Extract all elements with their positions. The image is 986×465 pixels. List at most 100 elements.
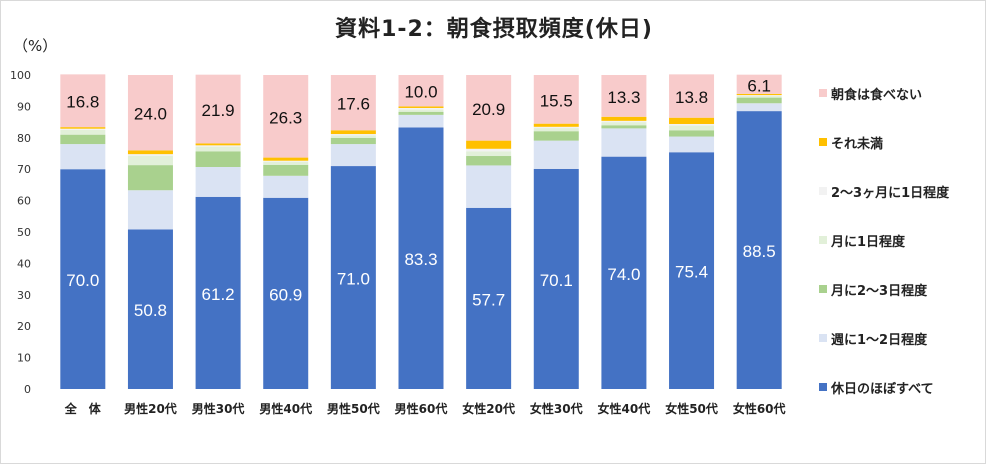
legend-label: 月に1日程度 xyxy=(831,234,906,250)
bar-segment xyxy=(330,166,376,389)
bar-segment xyxy=(601,156,647,389)
bar-segment xyxy=(263,175,309,198)
bar-segment xyxy=(736,93,782,96)
data-label: 60.9 xyxy=(269,285,302,304)
legend-swatch xyxy=(819,383,827,391)
bar-segment xyxy=(60,128,106,130)
category-label: 女性60代 xyxy=(733,401,786,416)
bar-segment xyxy=(60,134,106,145)
y-axis-unit-label: （%） xyxy=(13,37,58,55)
bar-segment xyxy=(669,125,715,131)
legend-label: 2～3ヶ月に1日程度 xyxy=(831,185,950,201)
bar-segment xyxy=(533,140,579,169)
bar-segment xyxy=(601,120,647,123)
bar-segment xyxy=(398,109,444,112)
legend-item: 月に1日程度 xyxy=(819,230,905,250)
category-label: 男性50代 xyxy=(327,401,380,416)
bar-segment xyxy=(601,75,647,117)
data-label: 16.8 xyxy=(66,93,99,112)
y-tick-label: 40 xyxy=(17,257,31,270)
bar-segment xyxy=(398,75,444,107)
data-label: 10.0 xyxy=(404,83,437,102)
legend-label: 月に2～3日程度 xyxy=(831,283,928,299)
bar-segment xyxy=(263,164,309,176)
data-label: 71.0 xyxy=(337,270,370,289)
data-label: 75.4 xyxy=(675,263,708,282)
data-label: 70.0 xyxy=(66,271,99,290)
bar-segment xyxy=(127,75,173,151)
data-label: 20.9 xyxy=(472,100,505,119)
bar-segment xyxy=(195,143,241,146)
bar-segment xyxy=(533,128,579,132)
bar-segment xyxy=(263,160,309,162)
legend-swatch xyxy=(819,236,827,244)
bar-segment xyxy=(466,165,512,208)
legend-item: 月に2～3日程度 xyxy=(819,279,927,299)
y-tick-label: 60 xyxy=(17,195,31,208)
data-label: 26.3 xyxy=(269,108,302,127)
legend-item: 週に1～2日程度 xyxy=(819,328,927,348)
bar-segment xyxy=(195,167,241,197)
bar-segment xyxy=(736,74,782,94)
bar-segment xyxy=(736,103,782,112)
bar-segment xyxy=(330,130,376,135)
bar-segment xyxy=(60,74,106,128)
bar-segment xyxy=(669,152,715,389)
y-tick-label: 0 xyxy=(24,383,31,396)
data-label: 61.2 xyxy=(202,285,235,304)
bar-segment xyxy=(466,148,512,152)
bar-segment xyxy=(533,123,579,127)
bar-segment xyxy=(398,111,444,115)
data-label: 74.0 xyxy=(607,265,640,284)
bar-segment xyxy=(127,154,173,156)
bar-segment xyxy=(330,134,376,136)
bar-segment xyxy=(736,95,782,97)
bar-segment xyxy=(127,165,173,191)
bar-segment xyxy=(398,127,444,390)
data-label: 13.3 xyxy=(607,88,640,107)
legend-item: 休日のほぼすべて xyxy=(819,377,934,397)
bar-segment xyxy=(669,74,715,118)
legend-item: それ未満 xyxy=(819,132,883,152)
bar-segment xyxy=(60,169,106,389)
category-label: 女性50代 xyxy=(665,401,718,416)
bar-segment xyxy=(533,75,579,124)
category-label: 男性30代 xyxy=(192,401,245,416)
bar-segment xyxy=(60,127,106,129)
legend-label: 週に1～2日程度 xyxy=(831,332,928,348)
bar-segment xyxy=(60,144,106,170)
bar-segment xyxy=(127,229,173,389)
bar-segment xyxy=(127,150,173,155)
bar-segment xyxy=(195,146,241,152)
y-tick-label: 100 xyxy=(10,69,31,82)
bar-segment xyxy=(736,96,782,98)
data-label: 83.3 xyxy=(404,250,437,269)
bar-segment xyxy=(330,144,376,167)
chart-title: 資料1-2：朝食摂取頻度(休日) xyxy=(335,17,653,42)
bar-segment xyxy=(127,190,173,230)
y-tick-label: 90 xyxy=(17,100,31,113)
bar-segment xyxy=(669,130,715,137)
legend-swatch xyxy=(819,187,827,195)
bar-segment xyxy=(263,161,309,165)
data-label: 6.1 xyxy=(747,76,771,95)
bar-segment xyxy=(330,137,376,145)
bar-segment xyxy=(601,122,647,126)
data-label: 15.5 xyxy=(540,91,573,110)
bar-segment xyxy=(195,145,241,147)
legend-label: 朝食は食べない xyxy=(831,87,923,103)
legend-swatch xyxy=(819,285,827,293)
bar-segment xyxy=(195,196,241,389)
bar-segment xyxy=(669,123,715,126)
y-tick-label: 10 xyxy=(17,352,31,365)
data-label: 88.5 xyxy=(743,242,776,261)
bar-segment xyxy=(466,151,512,157)
bar-segment xyxy=(398,106,444,108)
data-label: 17.6 xyxy=(337,95,370,114)
data-label: 13.8 xyxy=(675,88,708,107)
legend-item: 朝食は食べない xyxy=(819,83,922,103)
legend-label: 休日のほぼすべて xyxy=(831,381,934,397)
y-tick-label: 70 xyxy=(17,163,31,176)
